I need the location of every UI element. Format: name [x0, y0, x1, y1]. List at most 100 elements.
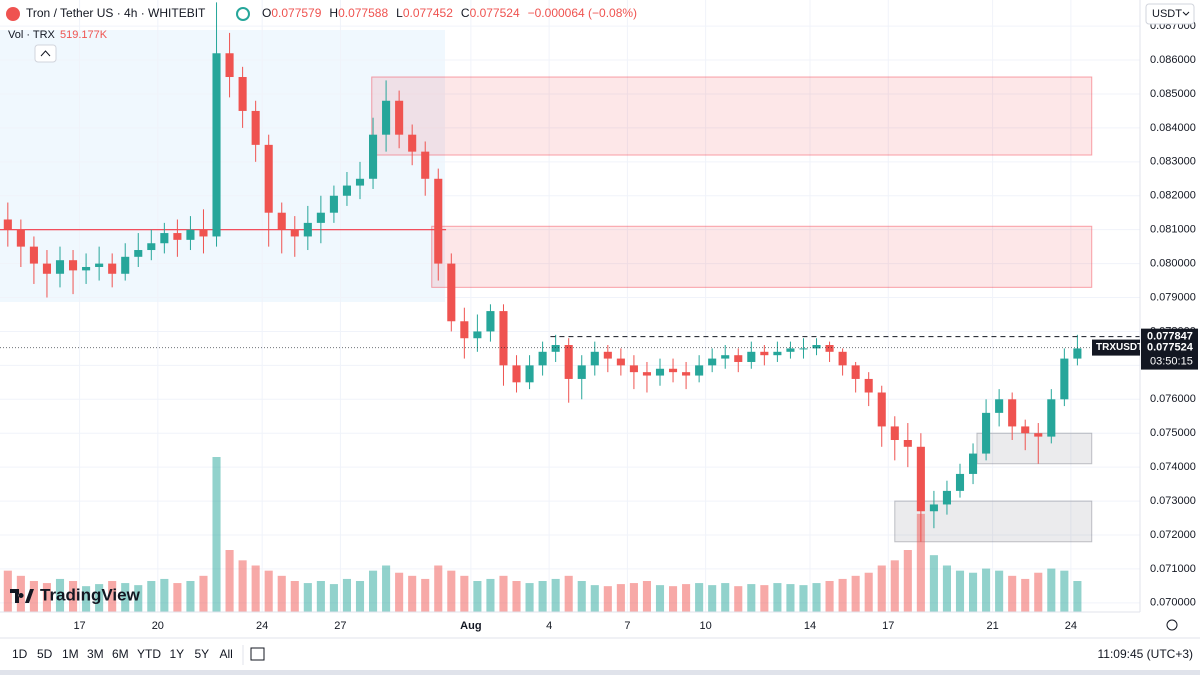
volume-bar	[629, 583, 638, 612]
settings-icon[interactable]	[1166, 619, 1178, 631]
candle-body	[773, 351, 782, 356]
currency-label: USDT	[1152, 8, 1182, 20]
candle-body	[708, 358, 717, 366]
candle-body	[734, 355, 743, 362]
range-button[interactable]: All	[220, 647, 233, 661]
calendar-icon[interactable]	[250, 647, 265, 661]
legend-change: −0.000064 (−0.08%)	[528, 6, 637, 20]
volume-bar	[512, 581, 521, 612]
range-button[interactable]: 1M	[62, 647, 79, 661]
candle-body	[760, 351, 769, 356]
candle-body	[108, 263, 117, 274]
candle-body	[825, 345, 834, 352]
volume-bar	[538, 581, 547, 612]
candle-body	[421, 151, 430, 179]
candle-body	[1073, 348, 1082, 359]
candle-body	[851, 365, 860, 379]
volume-bar	[329, 584, 338, 612]
volume-bar	[382, 565, 391, 612]
volume-bar	[603, 586, 612, 612]
volume-bar	[760, 585, 769, 612]
candle-body	[864, 378, 873, 393]
candle-body	[303, 222, 312, 237]
clock: 11:09:45 (UTC+3)	[1098, 647, 1194, 661]
candle-body	[277, 212, 286, 230]
candle-body	[747, 351, 756, 362]
volume-bar	[69, 581, 78, 612]
y-tick-label: 0.071000	[1150, 563, 1196, 575]
volume-bar	[955, 570, 965, 612]
currency-button[interactable]	[1145, 3, 1195, 25]
candle-body	[903, 440, 912, 447]
candle-body	[799, 348, 808, 350]
legend-value: 0.077579	[271, 6, 321, 20]
candle-body	[538, 351, 547, 366]
volume-bar	[682, 584, 691, 612]
candle-body	[82, 266, 91, 271]
volume-bar	[82, 586, 91, 612]
candle-body	[29, 246, 38, 264]
candle-body	[655, 368, 665, 376]
y-tick-label: 0.084000	[1150, 122, 1196, 134]
volume-bar	[238, 560, 247, 612]
volume-bar	[212, 457, 221, 612]
candle-body	[642, 372, 651, 376]
volume-bar	[799, 585, 808, 612]
y-tick-label: 0.076000	[1150, 393, 1196, 405]
volume-bar	[108, 581, 117, 612]
ohlc-legend: O0.077579 H0.077588 L0.077452 C0.077524 −0.0…	[262, 6, 637, 20]
volume-bar	[786, 584, 795, 612]
range-button[interactable]: 5Y	[195, 647, 210, 661]
candle-body	[682, 372, 691, 376]
candle-body	[877, 392, 886, 427]
candle-body	[434, 178, 443, 264]
volume-bar	[1034, 572, 1043, 612]
range-buttons: 1D 5D 1M 3M 6M YTD 1Y 5Y All	[12, 647, 233, 661]
candle-body	[786, 348, 795, 352]
volume-bar	[251, 565, 260, 612]
volume-bar	[186, 581, 195, 612]
candle-body	[251, 110, 260, 145]
volume-bar	[355, 581, 365, 612]
price-line-label: 0.077847	[1147, 331, 1193, 343]
candle-body	[134, 250, 143, 257]
y-tick-label: 0.083000	[1150, 156, 1196, 168]
candle-body	[316, 212, 325, 223]
candle-body	[42, 263, 51, 274]
candle-body	[929, 504, 938, 512]
y-tick-label: 0.082000	[1150, 190, 1196, 202]
candle-body	[186, 229, 195, 240]
symbol-title[interactable]: Tron / Tether US · 4h · WHITEBIT	[26, 6, 206, 20]
volume-bar	[173, 583, 182, 612]
range-button[interactable]: 1D	[12, 647, 28, 661]
volume-bar	[590, 585, 599, 612]
candle-body	[121, 256, 130, 274]
x-tick-label: 24	[1065, 620, 1077, 632]
range-button[interactable]: YTD	[137, 647, 161, 661]
candle-body	[969, 453, 978, 474]
candle-body	[721, 355, 730, 359]
volume-bar	[3, 570, 12, 612]
y-tick-label: 0.070000	[1150, 597, 1196, 609]
range-button[interactable]: 6M	[112, 647, 129, 661]
candle-body	[369, 134, 378, 179]
volume-bar	[616, 584, 625, 612]
volume-bar	[473, 581, 482, 612]
collapse-button[interactable]	[34, 44, 57, 63]
range-button[interactable]: 5D	[37, 647, 53, 661]
x-tick-label: Aug	[460, 620, 481, 632]
candle-body	[1034, 433, 1043, 437]
candle-body	[1060, 358, 1069, 400]
candle-body	[486, 311, 495, 332]
candle-body	[473, 331, 482, 339]
volume-bar	[564, 575, 573, 612]
range-button[interactable]: 3M	[87, 647, 104, 661]
candle-body	[173, 233, 182, 240]
symbol-label: TRXUSDT	[1096, 342, 1143, 353]
candle-body	[512, 365, 521, 383]
volume-bar	[812, 583, 821, 612]
candle-body	[942, 490, 951, 505]
candle-body	[982, 412, 991, 454]
range-button[interactable]: 1Y	[170, 647, 185, 661]
